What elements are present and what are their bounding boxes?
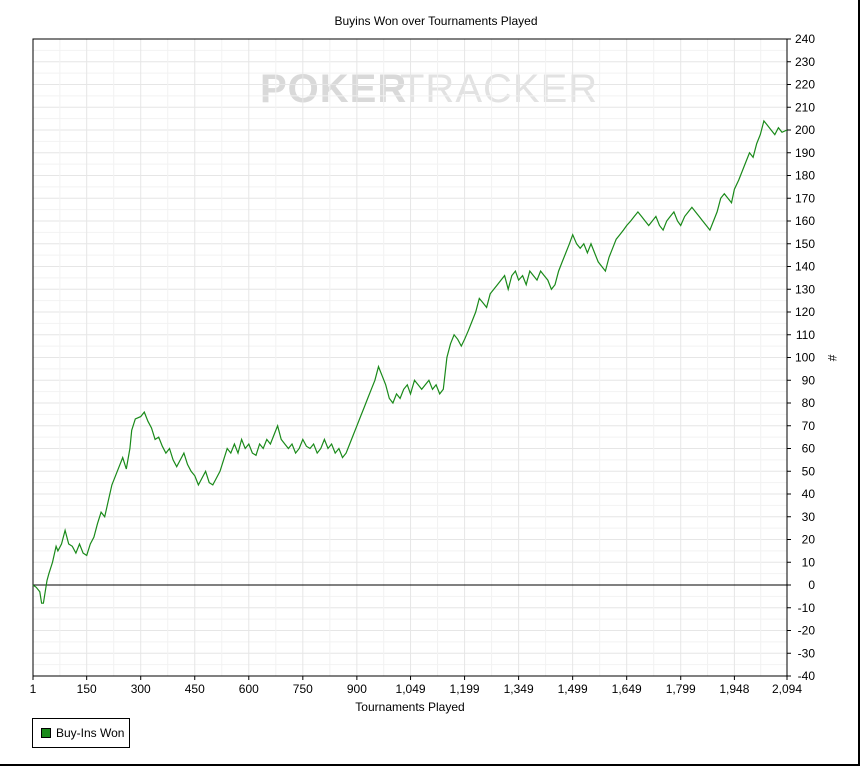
x-tick-label: 900 bbox=[347, 682, 367, 696]
x-tick-label: 450 bbox=[185, 682, 205, 696]
y-tick-label: 0 bbox=[808, 578, 815, 592]
series-line-buy-ins-won bbox=[32, 119, 788, 604]
y-tick-label: -30 bbox=[798, 646, 816, 660]
x-tick-label: 1,649 bbox=[612, 682, 642, 696]
y-tick-label: 140 bbox=[795, 260, 815, 274]
legend-swatch bbox=[41, 728, 51, 738]
x-tick-label: 600 bbox=[239, 682, 259, 696]
y-tick-label: -40 bbox=[798, 669, 816, 683]
y-tick-label: 120 bbox=[795, 305, 815, 319]
legend: Buy-Ins Won bbox=[32, 718, 130, 748]
x-axis: 1 150 300 450 600 750 900 1,049 1,199 1,349 1,499 1… bbox=[30, 676, 802, 696]
y-axis-label: # bbox=[825, 355, 839, 362]
x-tick-label: 2,094 bbox=[772, 682, 802, 696]
y-tick-label: 160 bbox=[795, 214, 815, 228]
watermark-poker: POKER bbox=[260, 67, 407, 111]
x-tick-label: 1,199 bbox=[450, 682, 480, 696]
x-tick-label: 150 bbox=[77, 682, 97, 696]
y-tick-label: 40 bbox=[802, 487, 816, 501]
y-tick-label: 50 bbox=[802, 464, 816, 478]
y-tick-label: 30 bbox=[802, 510, 816, 524]
y-tick-label: 80 bbox=[802, 396, 816, 410]
y-tick-label: 60 bbox=[802, 442, 816, 456]
y-tick-label: 230 bbox=[795, 55, 815, 69]
grid bbox=[32, 38, 788, 677]
legend-label: Buy-Ins Won bbox=[56, 726, 125, 740]
y-tick-label: 10 bbox=[802, 555, 816, 569]
watermark: POKER TRACKER bbox=[260, 67, 598, 111]
x-tick-label: 1,499 bbox=[558, 682, 588, 696]
y-tick-label: -20 bbox=[798, 624, 816, 638]
watermark-tracker: TRACKER bbox=[400, 67, 598, 111]
chart-title: Buyins Won over Tournaments Played bbox=[335, 14, 538, 28]
x-tick-label: 1,948 bbox=[719, 682, 749, 696]
y-tick-label: 110 bbox=[796, 328, 815, 342]
y-axis: -40 -30 -20 -10 0 10 20 30 40 50 60 70 80 90 100 110 120… bbox=[787, 32, 815, 683]
x-tick-label: 1 bbox=[30, 682, 37, 696]
y-tick-label: 180 bbox=[795, 169, 815, 183]
x-tick-label: 1,349 bbox=[504, 682, 534, 696]
x-tick-label: 300 bbox=[131, 682, 151, 696]
y-tick-label: 190 bbox=[795, 146, 815, 160]
y-tick-label: 130 bbox=[795, 282, 815, 296]
x-tick-label: 1,799 bbox=[666, 682, 696, 696]
y-tick-label: 240 bbox=[795, 32, 815, 46]
y-tick-label: 20 bbox=[802, 533, 816, 547]
y-tick-label: 220 bbox=[795, 78, 815, 92]
y-tick-label: 90 bbox=[802, 373, 816, 387]
y-tick-label: 210 bbox=[795, 100, 815, 114]
y-tick-label: 100 bbox=[795, 351, 815, 365]
y-tick-label: -10 bbox=[798, 601, 816, 615]
series-group bbox=[32, 119, 788, 604]
y-tick-label: 150 bbox=[795, 237, 815, 251]
y-tick-label: 70 bbox=[802, 419, 816, 433]
x-tick-label: 750 bbox=[293, 682, 313, 696]
x-axis-label: Tournaments Played bbox=[355, 700, 464, 714]
x-tick-label: 1,049 bbox=[396, 682, 426, 696]
y-tick-label: 170 bbox=[795, 191, 815, 205]
y-tick-label: 200 bbox=[795, 123, 815, 137]
